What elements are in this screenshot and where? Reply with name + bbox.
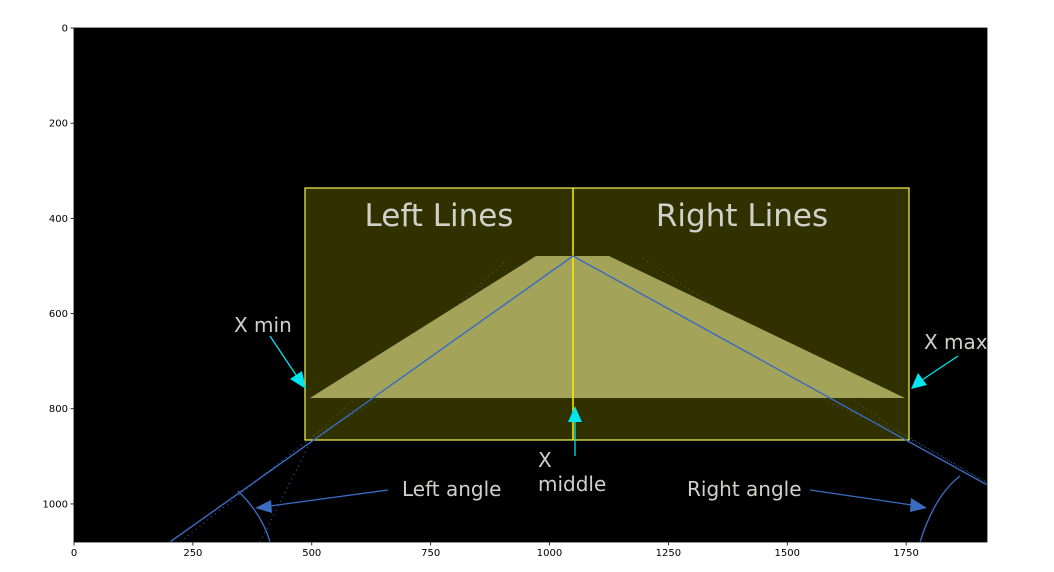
x-tick-label: 250 — [183, 548, 202, 559]
x-tick-label: 1000 — [537, 548, 562, 559]
x-middle-arrow — [568, 406, 582, 456]
x-max-label: X max — [924, 330, 988, 354]
left-lines-label: Left Lines — [365, 198, 514, 234]
y-tick-label: 400 — [49, 214, 68, 225]
x-tick-label: 1500 — [775, 548, 800, 559]
right-angle-label: Right angle — [687, 477, 802, 501]
right-angle-arrow — [809, 489, 927, 512]
x-tick-label: 750 — [421, 548, 440, 559]
y-tick-label: 600 — [49, 309, 68, 320]
left-angle-arrow — [255, 489, 389, 513]
y-tick-label: 1000 — [43, 499, 68, 510]
x-tick-label: 1750 — [893, 548, 918, 559]
left-angle-label: Left angle — [402, 477, 501, 501]
x-min-arrow — [269, 335, 306, 389]
x-tick-label: 1250 — [656, 548, 681, 559]
x-min-label: X min — [234, 313, 292, 337]
x-axis: 0 250 500 750 1000 1250 1500 1750 — [71, 542, 919, 559]
x-tick-label: 500 — [302, 548, 321, 559]
left-angle-arc — [237, 490, 271, 542]
y-tick-label: 0 — [62, 24, 68, 35]
x-tick-label: 0 — [71, 548, 77, 559]
x-max-arrow — [911, 355, 959, 389]
blue-guide-lines — [169, 255, 987, 542]
x-middle-label-2: middle — [538, 472, 606, 496]
right-angle-arc — [919, 475, 961, 542]
y-tick-label: 800 — [49, 404, 68, 415]
region-box — [304, 187, 910, 441]
y-tick-label: 200 — [49, 119, 68, 130]
right-lines-label: Right Lines — [656, 198, 828, 234]
x-middle-label-1: X — [538, 448, 552, 472]
y-axis: 0 200 400 600 800 1000 — [43, 24, 74, 510]
axes-frame — [73, 27, 988, 543]
